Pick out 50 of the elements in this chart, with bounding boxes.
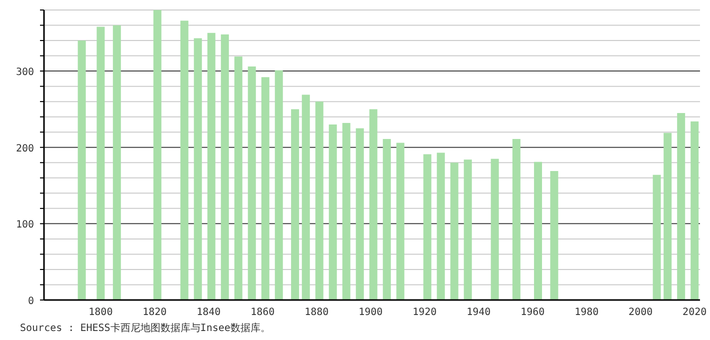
bar [356,128,364,300]
bar [464,160,472,300]
x-tick-label: 1860 [250,307,275,318]
bar [274,70,283,300]
bar [220,34,229,300]
bar [369,109,378,300]
x-tick-label: 1880 [304,307,329,318]
bar [550,171,558,300]
x-tick-label: 2020 [682,307,707,318]
bar [302,94,310,300]
x-tick-label: 2000 [628,307,653,318]
x-tick-label: 1980 [574,307,599,318]
bar [153,10,162,300]
bar [490,158,499,300]
y-tick-label: 100 [16,220,34,231]
y-tick-label: 200 [16,143,34,154]
bar [690,121,699,300]
y-tick-label: 300 [16,67,34,78]
x-tick-label: 1940 [466,307,491,318]
source-note: Sources : EHESS卡西尼地图数据库与Insee数据库。 [20,322,270,334]
bar [261,77,270,300]
x-tick-label: 1920 [412,307,437,318]
bar [78,40,86,300]
bar [112,25,121,300]
x-tick-label: 1820 [142,307,167,318]
x-tick-label: 1800 [88,307,113,318]
bar [194,38,202,300]
bar [207,32,216,300]
x-tick-label: 1900 [358,307,383,318]
y-tick-label: 0 [28,296,34,307]
bar [396,142,404,300]
bar [423,154,432,300]
bar [534,162,542,300]
bar [652,174,661,300]
bar [664,132,672,300]
bar [328,124,337,300]
bar [248,66,256,300]
bar [512,138,520,300]
bar [436,152,445,300]
bar [342,122,350,300]
x-tick-label: 1960 [520,307,545,318]
bar [96,26,105,300]
bar [291,109,300,300]
bar [234,56,242,300]
bar [180,20,188,300]
bar [315,102,324,300]
bar [382,138,391,300]
bar [450,162,458,300]
bar [677,113,686,300]
x-tick-label: 1840 [196,307,221,318]
